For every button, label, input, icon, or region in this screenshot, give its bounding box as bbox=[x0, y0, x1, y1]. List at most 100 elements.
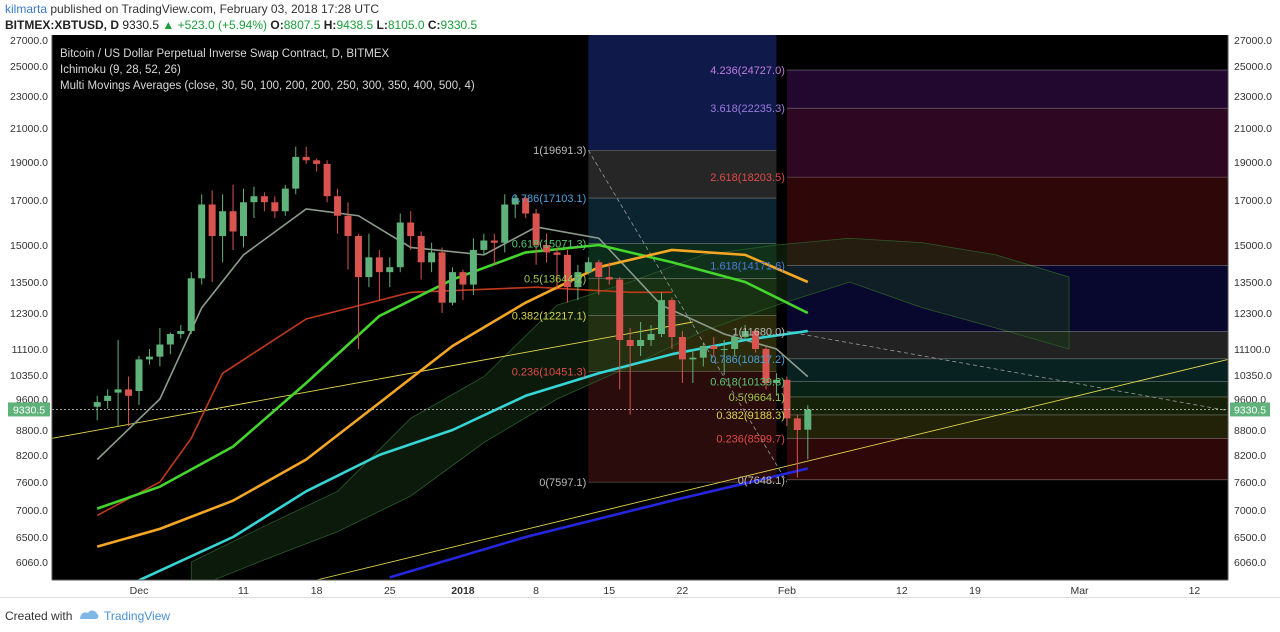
price-chart[interactable]: 1(19691.3) 0.786(17103.1) 0.618(15071.3) 0.… bbox=[0, 35, 1280, 597]
y-tick-label-left: 11100.0 bbox=[12, 344, 49, 356]
fib-right-label: 0.236(8599.7) bbox=[716, 433, 785, 445]
chart-legend: Bitcoin / US Dollar Perpetual Inverse Sw… bbox=[60, 46, 475, 94]
candle-body bbox=[741, 331, 749, 337]
candle-body bbox=[177, 331, 185, 334]
x-tick-label: 2018 bbox=[451, 585, 475, 597]
y-tick-label-left: 21000.0 bbox=[10, 123, 48, 135]
fib-left-label: 0.382(12217.1) bbox=[512, 310, 587, 322]
candle-body bbox=[354, 236, 362, 278]
y-tick-label-right: 12300.0 bbox=[1234, 308, 1272, 320]
candle-body bbox=[281, 188, 289, 212]
y-tick-label-left: 19000.0 bbox=[10, 157, 48, 169]
y-tick-label-left: 15000.0 bbox=[10, 240, 48, 252]
x-tick-label: 19 bbox=[969, 585, 981, 597]
trend-line-upper bbox=[51, 321, 693, 439]
candle-body bbox=[563, 254, 571, 288]
low-value: 8105.0 bbox=[387, 18, 425, 32]
legend-mma[interactable]: Multi Movings Averages (close, 30, 50, 1… bbox=[60, 80, 475, 92]
fib-right-label: 2.618(18203.5) bbox=[710, 172, 785, 184]
candle-body bbox=[344, 215, 352, 236]
fib-right-band bbox=[786, 265, 1228, 332]
x-tick-label: Mar bbox=[1070, 585, 1089, 597]
moving-average-line bbox=[389, 467, 809, 579]
candle-body bbox=[804, 409, 812, 430]
candle-body bbox=[595, 262, 603, 278]
candle-body bbox=[626, 340, 634, 346]
price-tag-left bbox=[8, 402, 50, 417]
fib-right-label: 1.618(14171.6) bbox=[710, 260, 785, 272]
x-tick-label: Dec bbox=[130, 585, 149, 597]
fib-right-band bbox=[786, 396, 1228, 415]
y-tick-label-left: 25000.0 bbox=[10, 61, 48, 73]
fib-left-band bbox=[588, 198, 777, 244]
up-arrow-icon: ▲ bbox=[162, 18, 175, 32]
fib-right-label: 0.382(9188.3) bbox=[716, 410, 785, 422]
fib-right-band bbox=[786, 108, 1228, 178]
fib-left-label: 0(7597.1) bbox=[539, 477, 586, 489]
x-tick-label: 22 bbox=[677, 585, 689, 597]
y-tick-label-right: 25000.0 bbox=[1234, 61, 1272, 73]
chart-area[interactable]: 1(19691.3) 0.786(17103.1) 0.618(15071.3) 0.… bbox=[0, 35, 1280, 597]
candle-body bbox=[522, 198, 530, 214]
published-text: published on TradingView.com, February 0… bbox=[50, 2, 379, 16]
candle-body bbox=[511, 198, 519, 205]
candle-body bbox=[449, 272, 456, 303]
candle-body bbox=[647, 334, 655, 340]
candle-body bbox=[292, 156, 300, 189]
candle-body bbox=[699, 346, 707, 358]
candle-body bbox=[219, 211, 227, 236]
y-tick-label-left: 23000.0 bbox=[10, 91, 48, 103]
fib-right-label: 4.236(24727.0) bbox=[710, 65, 785, 77]
y-tick-label-right: 7600.0 bbox=[1234, 477, 1266, 489]
candle-body bbox=[145, 356, 153, 360]
open-label: O: bbox=[270, 18, 284, 32]
y-axis-right bbox=[1228, 35, 1280, 580]
y-tick-label-right: 11100.0 bbox=[1234, 344, 1271, 356]
y-tick-label-left: 13500.0 bbox=[10, 277, 48, 289]
moving-average-line bbox=[96, 248, 809, 548]
price-tag-right-label: 9330.5 bbox=[1234, 404, 1266, 416]
candle-body bbox=[135, 359, 143, 391]
candle-body bbox=[417, 236, 425, 263]
candle-body bbox=[501, 204, 509, 243]
close-value: 9330.5 bbox=[440, 18, 478, 32]
y-tick-label-left: 8800.0 bbox=[16, 425, 48, 437]
legend-ichimoku[interactable]: Ichimoku (9, 28, 52, 26) bbox=[60, 64, 181, 76]
candle-body bbox=[208, 204, 216, 236]
y-tick-label-right: 21000.0 bbox=[1234, 123, 1272, 135]
author-link[interactable]: kilmarta bbox=[5, 2, 48, 16]
fib-left-label: 0.786(17103.1) bbox=[512, 193, 587, 205]
x-tick-label: 8 bbox=[533, 585, 539, 597]
x-tick-label: 15 bbox=[603, 585, 615, 597]
y-tick-label-left: 12300.0 bbox=[10, 308, 48, 320]
candle-body bbox=[459, 272, 467, 285]
candle-body bbox=[260, 196, 268, 203]
fib-right-label: 0.5(9664.1) bbox=[729, 392, 785, 404]
candle-body bbox=[323, 163, 331, 197]
candle-body bbox=[772, 379, 780, 383]
candle-body bbox=[793, 418, 801, 430]
candle-body bbox=[752, 331, 760, 349]
open-value: 8807.5 bbox=[283, 18, 321, 32]
x-tick-label: Feb bbox=[778, 585, 796, 597]
y-tick-label-right: 19000.0 bbox=[1234, 157, 1272, 169]
candle-body bbox=[762, 349, 770, 383]
candle-body bbox=[553, 252, 561, 255]
y-tick-label-left: 7000.0 bbox=[16, 505, 48, 517]
candle-body bbox=[584, 262, 592, 273]
y-tick-label-right: 8800.0 bbox=[1234, 425, 1266, 437]
candle-body bbox=[302, 156, 310, 161]
candle-body bbox=[720, 349, 728, 350]
fib-right-label: 0(7648.1) bbox=[738, 475, 785, 487]
y-tick-label-right: 7000.0 bbox=[1234, 505, 1266, 517]
candle-body bbox=[428, 252, 436, 263]
candle-body bbox=[480, 240, 488, 250]
tradingview-link[interactable]: TradingView bbox=[104, 609, 171, 623]
high-label: H: bbox=[323, 18, 337, 32]
low-label: L: bbox=[376, 18, 388, 32]
y-tick-label-right: 10350.0 bbox=[1234, 370, 1272, 382]
close-label: C: bbox=[427, 18, 441, 32]
candle-body bbox=[229, 211, 237, 232]
fib-right-band bbox=[786, 331, 1228, 359]
candle-body bbox=[240, 202, 247, 236]
